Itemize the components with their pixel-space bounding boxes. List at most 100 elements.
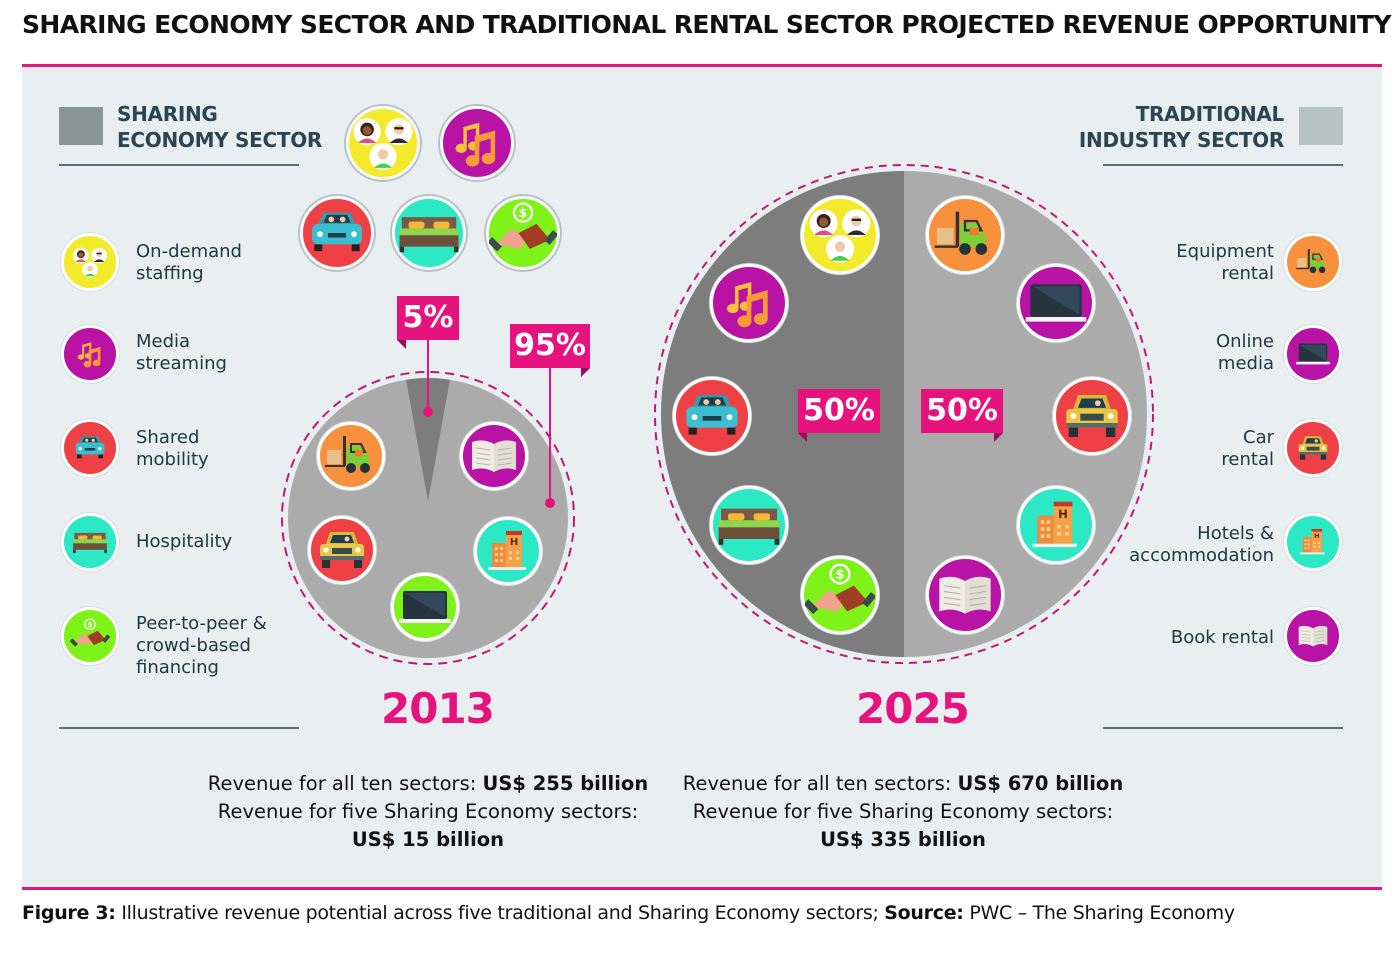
divider xyxy=(1103,164,1343,166)
label-line: Car xyxy=(1243,427,1274,448)
revenue-label: Revenue for all ten sectors: xyxy=(682,772,952,795)
revenue-total-line: Revenue for all ten sectors: US$ 670 bil… xyxy=(663,770,1143,798)
legend-label: Online media xyxy=(1216,331,1274,375)
forklift-icon xyxy=(926,196,1004,274)
divider xyxy=(1103,727,1343,729)
data-label-text: 50% xyxy=(803,393,875,428)
caption-figure-label: Figure 3: xyxy=(22,902,116,924)
laptop-icon xyxy=(1284,325,1342,383)
car-icon xyxy=(300,196,374,270)
laptop-icon xyxy=(1017,264,1095,342)
heading-line: SHARING xyxy=(117,102,218,126)
label-tail xyxy=(581,368,590,377)
label-line: rental xyxy=(1221,449,1274,470)
forklift-icon xyxy=(1284,233,1342,291)
book-icon xyxy=(1284,607,1342,665)
handshake-icon xyxy=(486,196,560,270)
forklift-icon xyxy=(317,422,385,490)
bed-icon xyxy=(710,486,788,564)
legend-label: Hospitality xyxy=(136,531,232,553)
caption-source-text: PWC – The Sharing Economy xyxy=(963,902,1235,924)
label-line: mobility xyxy=(136,449,209,470)
heading-line: TRADITIONAL xyxy=(1135,102,1285,126)
heading-line: INDUSTRY SECTOR xyxy=(1078,128,1284,152)
truck-icon xyxy=(1284,419,1342,477)
label-tail xyxy=(397,340,406,349)
legend-label: Shared mobility xyxy=(136,427,209,471)
hotel-icon xyxy=(1017,486,1095,564)
divider xyxy=(59,727,299,729)
revenue-label: Revenue for five Sharing Economy sectors… xyxy=(692,800,1114,823)
label-tail xyxy=(798,433,807,442)
label-line: accommodation xyxy=(1129,545,1274,566)
label-line: staffing xyxy=(136,263,204,284)
label-line: financing xyxy=(136,657,219,678)
truck-icon xyxy=(1053,377,1131,455)
figure-caption: Figure 3: Illustrative revenue potential… xyxy=(22,902,1235,924)
sharing-sector-swatch xyxy=(59,107,103,145)
pie-outline-dashed xyxy=(281,371,575,665)
hotel-icon xyxy=(474,517,542,585)
legend-label: Equipment rental xyxy=(1176,241,1274,285)
caption-text: Illustrative revenue potential across fi… xyxy=(115,902,885,924)
people-icon xyxy=(801,196,879,274)
traditional-sector-heading: TRADITIONAL INDUSTRY SECTOR xyxy=(1079,101,1284,153)
revenue-value: US$ 670 billion xyxy=(957,772,1124,795)
heading-line: ECONOMY SECTOR xyxy=(117,128,323,152)
callout-dot-5pct xyxy=(423,407,433,417)
pie-slice-sharing xyxy=(406,378,450,502)
data-label-text: 5% xyxy=(402,300,454,335)
label-line: Media xyxy=(136,331,191,352)
music-note-icon xyxy=(61,325,119,383)
laptop-icon xyxy=(391,573,459,641)
legend-label: Car rental xyxy=(1221,427,1274,471)
legend-label: Media streaming xyxy=(136,331,227,375)
legend-label: Peer-to-peer & crowd-based financing xyxy=(136,613,267,679)
label-line: Equipment xyxy=(1176,241,1274,262)
revenue-label: Revenue for five Sharing Economy sectors… xyxy=(217,800,639,823)
revenue-value: US$ 15 billion xyxy=(351,828,505,851)
music-note-icon xyxy=(440,106,514,180)
revenue-total-line: Revenue for all ten sectors: US$ 255 bil… xyxy=(188,770,668,798)
data-label-text: 95% xyxy=(514,328,586,363)
revenue-summary-2013: Revenue for all ten sectors: US$ 255 bil… xyxy=(188,770,668,854)
label-line: crowd-based xyxy=(136,635,251,656)
chart-title-2013: 2013 xyxy=(381,684,495,733)
sharing-sector-heading: SHARING ECONOMY SECTOR xyxy=(117,101,322,153)
people-icon xyxy=(61,233,119,291)
chart-title-2025: 2025 xyxy=(856,684,970,733)
car-icon xyxy=(61,419,119,477)
caption-source-label: Source: xyxy=(884,902,964,924)
revenue-value: US$ 255 billion xyxy=(482,772,649,795)
people-icon xyxy=(346,106,420,180)
legend-label: Hotels & accommodation xyxy=(1129,523,1274,567)
revenue-label: Revenue for all ten sectors: xyxy=(207,772,477,795)
data-label-2013-traditional: 95% xyxy=(510,324,590,377)
handshake-icon xyxy=(61,607,119,665)
handshake-icon xyxy=(801,556,879,634)
traditional-sector-swatch xyxy=(1299,107,1343,145)
label-line: On-demand xyxy=(136,241,242,262)
book-icon xyxy=(926,556,1004,634)
book-icon xyxy=(460,422,528,490)
pie-outline-dashed xyxy=(654,164,1154,664)
revenue-summary-2025: Revenue for all ten sectors: US$ 670 bil… xyxy=(663,770,1143,854)
legend-label: On-demand staffing xyxy=(136,241,242,285)
hotel-icon xyxy=(1284,513,1342,571)
label-line: Hospitality xyxy=(136,531,233,552)
data-label-text: 50% xyxy=(926,393,998,428)
label-line: Book rental xyxy=(1170,627,1274,648)
label-line: streaming xyxy=(136,353,227,374)
revenue-value: US$ 335 billion xyxy=(820,828,986,851)
divider xyxy=(59,164,299,166)
label-line: media xyxy=(1217,353,1274,374)
callout-dot-95pct xyxy=(545,498,555,508)
label-line: Shared xyxy=(136,427,200,448)
bed-icon xyxy=(61,513,119,571)
data-label-2025-sharing: 50% xyxy=(798,389,880,442)
label-line: Hotels & xyxy=(1197,523,1274,544)
label-line: Peer-to-peer & xyxy=(136,613,267,634)
car-icon xyxy=(673,377,751,455)
label-line: rental xyxy=(1221,263,1274,284)
